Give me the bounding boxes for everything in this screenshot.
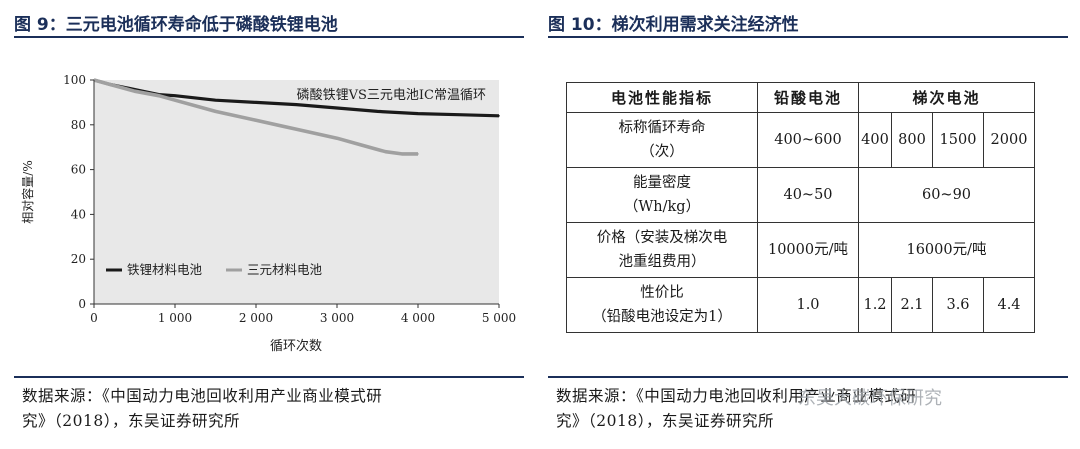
data-point <box>336 107 338 109</box>
source-line-1: 数据来源：《中国动力电池回收利用产业商业模式研 <box>556 387 917 405</box>
table-row: 性价比 （铅酸电池设定为1） 1.0 1.2 2.1 3.6 4.4 <box>566 277 1035 333</box>
table-header-row: 电池性能指标 铅酸电池 梯次电池 <box>566 82 1035 113</box>
metric-line: 标称循环寿命 <box>618 120 706 136</box>
cascade-cell: 2000 <box>983 112 1035 168</box>
data-point <box>174 94 176 97</box>
y-tick-label: 20 <box>71 252 86 266</box>
source-line-1: 数据来源：《中国动力电池回收利用产业商业模式研 <box>22 387 383 405</box>
x-axis-label: 循环次数 <box>270 338 322 354</box>
metric-cell: 价格（安装及梯次电 池重组费用） <box>566 222 758 278</box>
cascade-cell: 1.2 <box>858 277 892 333</box>
y-axis-label: 相对容量/% <box>20 160 35 223</box>
source-line-2: 究》（2018），东吴证券研究所 <box>556 412 774 430</box>
data-point <box>158 94 160 97</box>
legend-label: 三元材料电池 <box>247 262 323 277</box>
watermark-text: 东吴大碳环保研究 <box>798 388 942 409</box>
metric-line: 能量密度 <box>633 175 691 191</box>
metric-cell: 能量密度 （Wh/kg） <box>566 167 758 223</box>
data-point <box>360 144 363 146</box>
data-point <box>401 153 403 155</box>
cascade-merged-cell: 60~90 <box>858 167 1035 223</box>
table-row: 能量密度 （Wh/kg） 40~50 60~90 <box>566 167 1035 223</box>
x-tick-label: 4 000 <box>401 311 435 325</box>
data-point <box>336 137 338 140</box>
left-source-note: 数据来源：《中国动力电池回收利用产业商业模式研 究》（2018），东吴证券研究所 <box>22 384 382 434</box>
metric-line: 池重组费用） <box>618 254 706 270</box>
data-point <box>109 83 111 86</box>
header-cascade: 梯次电池 <box>858 82 1035 113</box>
data-point <box>376 110 379 113</box>
metric-line: 价格（安装及梯次电 <box>596 230 728 246</box>
cascade-cell: 2.1 <box>891 277 933 333</box>
cascade-cell: 1500 <box>932 112 984 168</box>
data-point <box>295 103 298 106</box>
data-point <box>498 115 500 117</box>
data-point <box>457 113 460 116</box>
data-point <box>174 99 176 101</box>
data-point <box>384 150 387 153</box>
lead-acid-cell: 10000元/吨 <box>757 222 859 278</box>
lead-acid-cell: 40~50 <box>757 167 859 223</box>
y-tick-label: 80 <box>71 118 86 132</box>
data-point <box>295 128 298 131</box>
legend-label: 铁锂材料电池 <box>127 262 203 277</box>
x-tick-label: 1 000 <box>158 311 192 325</box>
chart-title: 磷酸铁锂VS三元电池IC常温循环 <box>297 88 486 103</box>
table-row: 价格（安装及梯次电 池重组费用） 10000元/吨 16000元/吨 <box>566 222 1035 278</box>
metric-cell: 性价比 （铅酸电池设定为1） <box>566 277 758 333</box>
data-point <box>417 153 419 155</box>
source-rule <box>14 376 524 378</box>
metric-line: 性价比 <box>640 285 684 301</box>
source-line-2: 究》（2018），东吴证券研究所 <box>22 412 240 430</box>
source-rule <box>548 376 1068 378</box>
header-metric: 电池性能指标 <box>566 82 758 113</box>
capacity-retention-chart: 0 20 40 60 80 100 0 1 000 2 000 3 000 4 000 5 000 磷… <box>20 73 516 354</box>
economics-table: 电池性能指标 铅酸电池 梯次电池 标称循环寿命 （次） 400~600 400 … <box>566 82 1035 333</box>
figure-9-title: 图 9：三元电池循环寿命低于磷酸铁锂电池 <box>14 15 338 35</box>
header-lead-acid: 铅酸电池 <box>757 82 859 113</box>
y-tick-label: 40 <box>71 207 86 221</box>
metric-cell: 标称循环寿命 （次） <box>566 112 758 168</box>
data-point <box>214 110 217 113</box>
data-point <box>255 119 257 122</box>
data-point <box>417 112 419 115</box>
metric-line: （次） <box>640 144 684 160</box>
y-tick-label: 0 <box>78 297 86 311</box>
x-tick-label: 2 000 <box>239 311 273 325</box>
figure-10-title: 图 10：梯次利用需求关注经济性 <box>548 15 799 35</box>
cascade-cell: 800 <box>891 112 933 168</box>
cascade-cell: 400 <box>858 112 892 168</box>
metric-line: （Wh/kg） <box>623 199 701 215</box>
x-tick-label: 5 000 <box>482 311 516 325</box>
right-source-note: 数据来源：《中国动力电池回收利用产业商业模式研 究》（2018），东吴证券研究所 <box>556 384 916 434</box>
cascade-merged-cell: 16000元/吨 <box>858 222 1035 278</box>
lead-acid-cell: 1.0 <box>757 277 859 333</box>
table-row: 标称循环寿命 （次） 400~600 400 800 1500 2000 <box>566 112 1035 168</box>
title-rule <box>14 36 524 38</box>
data-point <box>214 99 217 101</box>
x-tick-label: 3 000 <box>320 311 354 325</box>
lead-acid-cell: 400~600 <box>757 112 859 168</box>
y-tick-label: 60 <box>71 163 86 177</box>
metric-line: （铅酸电池设定为1） <box>592 309 732 325</box>
x-tick-label: 0 <box>90 311 98 325</box>
plot-area <box>94 80 499 304</box>
cascade-cell: 4.4 <box>983 277 1035 333</box>
cascade-cell: 3.6 <box>932 277 984 333</box>
data-point <box>255 101 257 104</box>
data-point <box>133 90 136 92</box>
y-tick-label: 100 <box>63 73 86 87</box>
title-rule <box>548 36 1068 38</box>
